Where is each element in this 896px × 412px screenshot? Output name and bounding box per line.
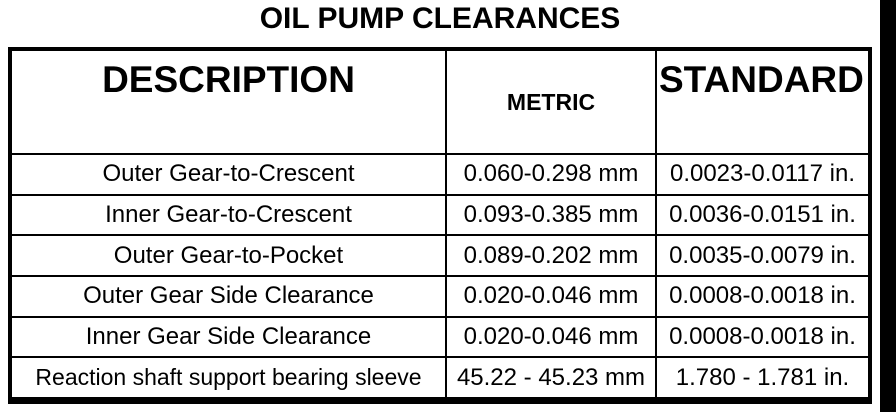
header-cell-standard: STANDARD (659, 59, 864, 100)
metric-cell: 45.22 - 45.23 mm (447, 358, 657, 398)
metric-cell: 0.020-0.046 mm (447, 277, 657, 316)
description-cell: Inner Gear-to-Crescent (12, 195, 447, 235)
metric-cell: 0.089-0.202 mm (447, 236, 657, 276)
metric-cell: 0.020-0.046 mm (447, 317, 657, 357)
standard-cell: 0.0008-0.0018 in. (669, 323, 856, 351)
standard-cell: 0.0036-0.0151 in. (669, 201, 856, 228)
header-cell-metric: METRIC (447, 51, 657, 153)
page-title: OIL PUMP CLEARANCES (259, 2, 621, 35)
standard-cell: 0.0035-0.0079 in. (669, 241, 856, 269)
clearance-table: DESCRIPTION METRIC STANDARD Outer Gear-t… (8, 47, 872, 404)
table-row: Outer Gear-to-Crescent 0.060-0.298 mm 0.… (12, 153, 868, 194)
description-cell: Outer Gear-to-Pocket (12, 236, 447, 276)
header-cell-description: DESCRIPTION (12, 51, 447, 153)
standard-cell: 0.0023-0.0117 in. (669, 160, 856, 188)
metric-cell: 0.060-0.298 mm (447, 155, 657, 194)
table-row: Inner Gear-to-Crescent 0.093-0.385 mm 0.… (12, 193, 868, 235)
table-header-row: DESCRIPTION METRIC STANDARD (12, 51, 868, 153)
standard-cell: 0.0008-0.0018 in. (669, 282, 856, 310)
table-row: Reaction shaft support bearing sleeve 45… (12, 356, 868, 398)
standard-cell: 1.780 - 1.781 in. (675, 363, 850, 391)
table-row: Outer Gear Side Clearance 0.020-0.046 mm… (12, 275, 868, 316)
table-row: Outer Gear-to-Pocket 0.089-0.202 mm 0.00… (12, 234, 868, 276)
metric-cell: 0.093-0.385 mm (447, 195, 657, 235)
description-cell: Outer Gear Side Clearance (12, 277, 447, 316)
description-cell: Inner Gear Side Clearance (12, 317, 447, 357)
scan-artifact-edge-bar (880, 0, 896, 412)
table-row: Inner Gear Side Clearance 0.020-0.046 mm… (12, 315, 868, 357)
description-cell: Outer Gear-to-Crescent (12, 155, 447, 194)
description-cell: Reaction shaft support bearing sleeve (12, 358, 447, 398)
